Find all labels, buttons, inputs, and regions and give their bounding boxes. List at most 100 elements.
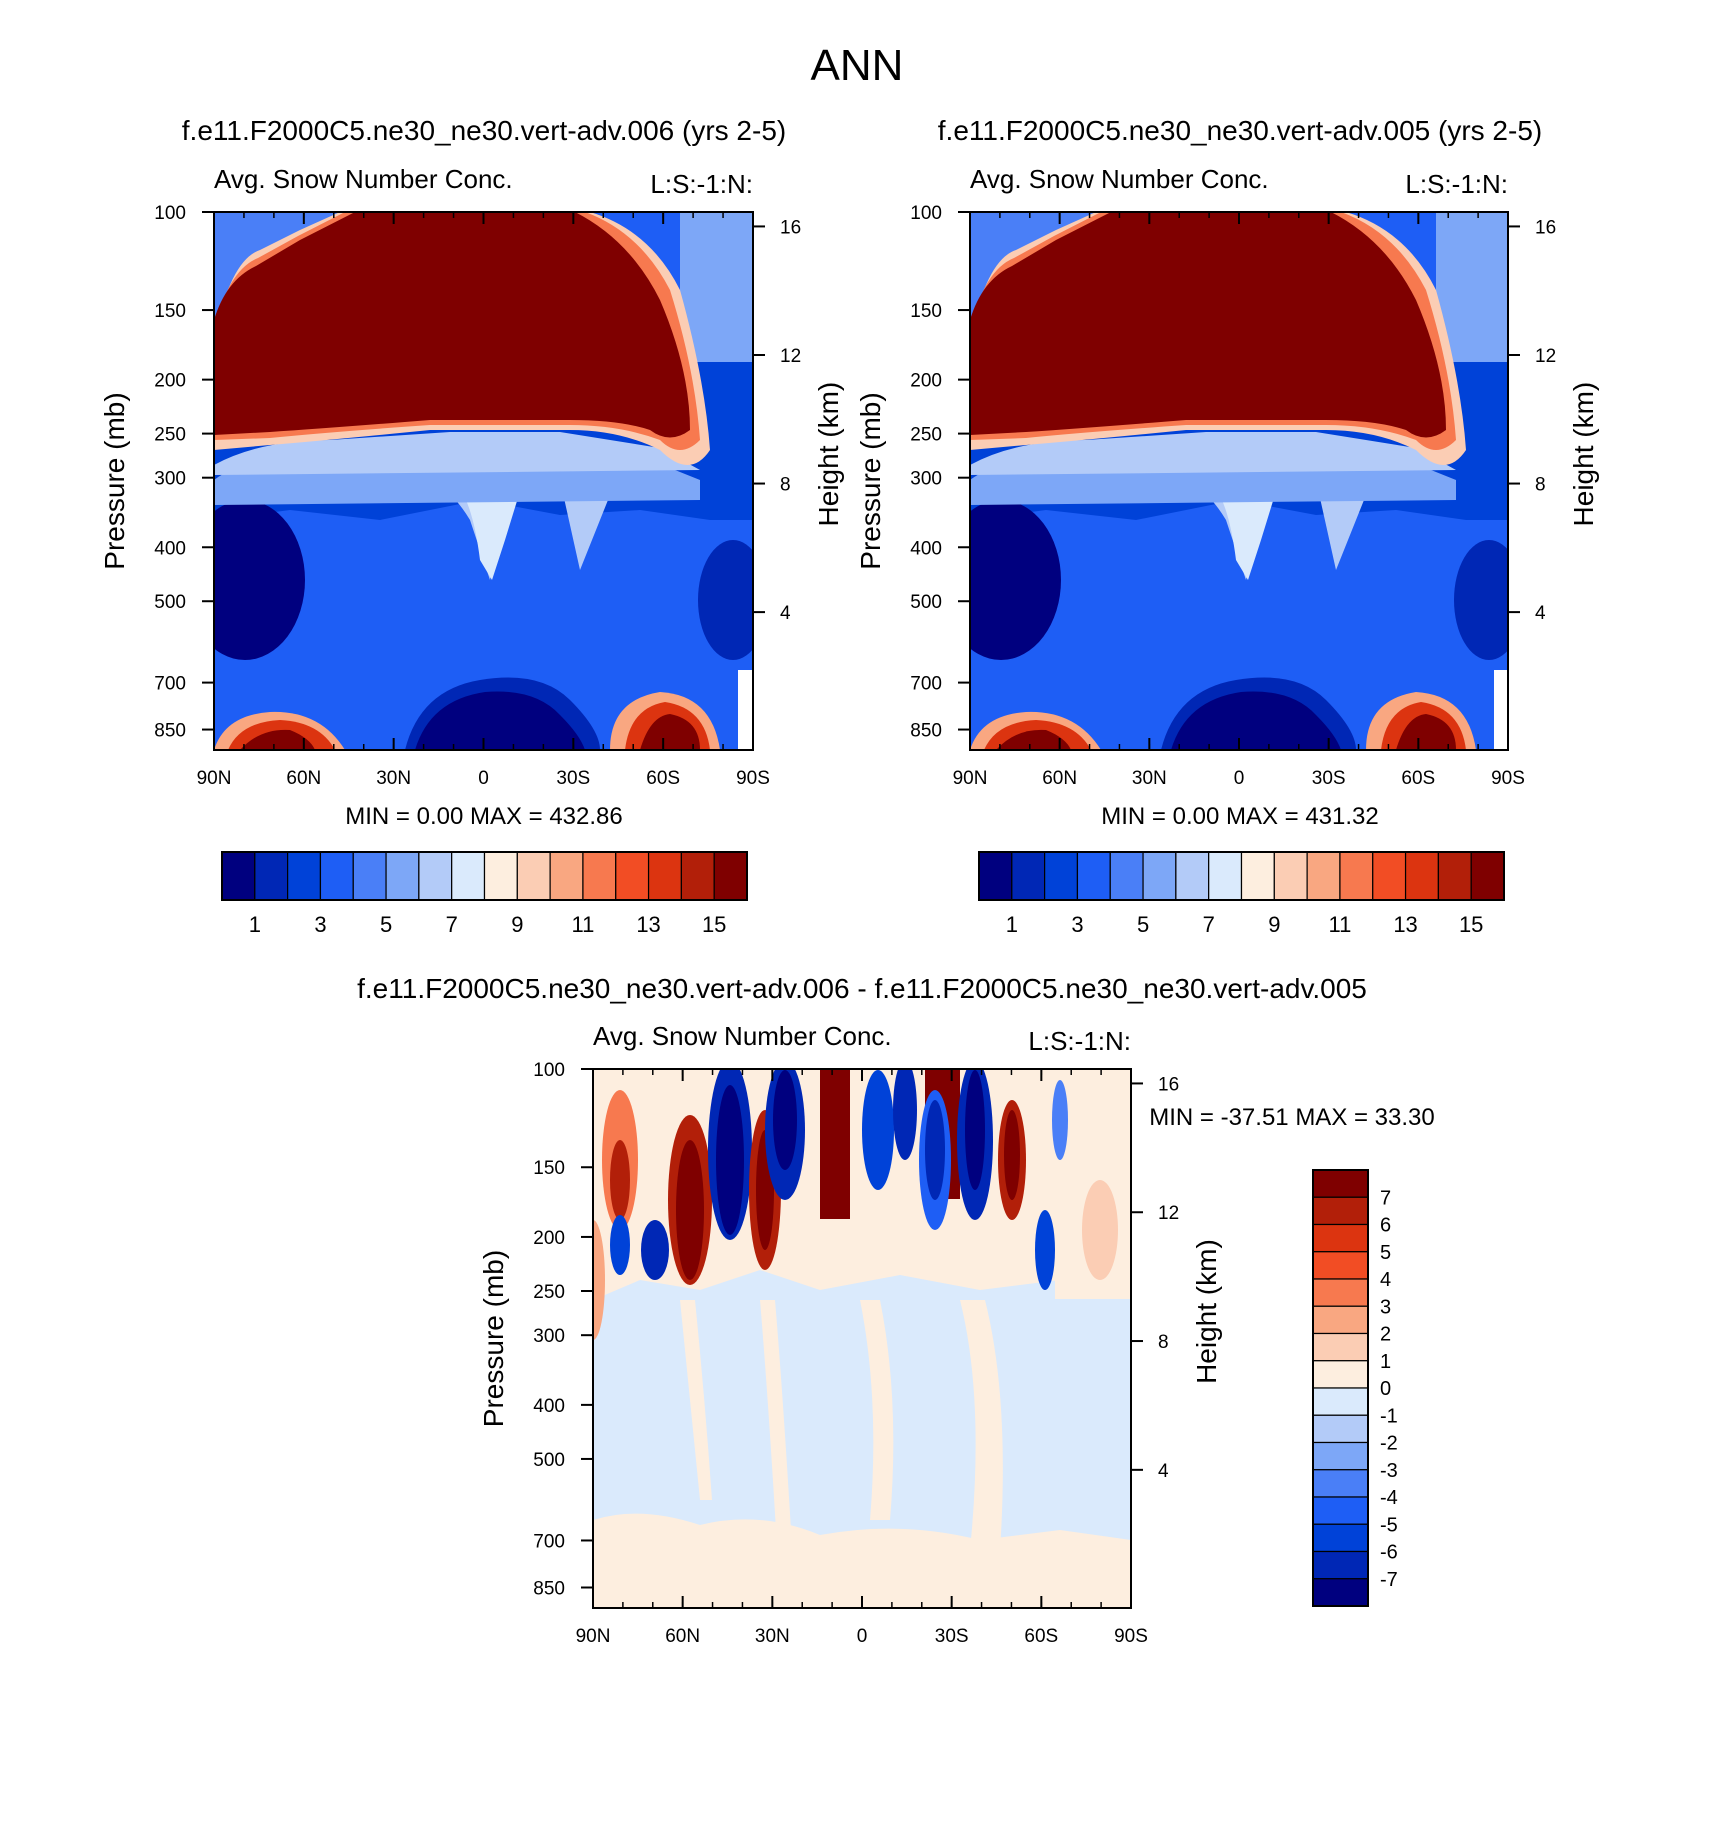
colorbar-box-right — [1109, 851, 1144, 901]
colorbar-box-left — [483, 851, 518, 901]
colorbar-label-left: 5 — [380, 912, 392, 937]
colorbar-box-right — [1076, 851, 1111, 901]
colorbar-label-diff: 7 — [1380, 1187, 1391, 1209]
colorbar-box-left — [352, 851, 387, 901]
x-tick-label-diff: 30N — [755, 1626, 790, 1647]
y-tick-label-left: 700 — [154, 674, 186, 695]
x-tick-label-left: 0 — [478, 768, 489, 789]
colorbar-label-right: 13 — [1393, 912, 1417, 937]
page-title: ANN — [811, 41, 904, 90]
colorbar-label-right: 5 — [1137, 912, 1149, 937]
panel-diff-units-label: L:S:-1:N: — [1028, 1026, 1131, 1056]
colorbar-box-diff — [1312, 1196, 1369, 1226]
y-tick-label-left: 850 — [154, 721, 186, 742]
colorbar-box-diff — [1312, 1550, 1369, 1580]
y2-tick-label-diff: 12 — [1158, 1203, 1179, 1224]
panel-right-minmax: MIN = 0.00 MAX = 431.32 — [1101, 803, 1379, 830]
colorbar-box-right — [1404, 851, 1439, 901]
x-tick-label-right: 90S — [1491, 768, 1525, 789]
colorbar-label-right: 7 — [1203, 912, 1215, 937]
panel-diff-minmax: MIN = -37.51 MAX = 33.30 — [1149, 1104, 1434, 1131]
colorbar-label-diff: -3 — [1380, 1460, 1398, 1482]
plot-right-axes: 90N 60N 30N 0 30S 60S 90S 100 150 200 250 300 400 500… — [855, 203, 1599, 789]
colorbar-label-right: 15 — [1459, 912, 1483, 937]
y-tick-label-right: 100 — [910, 203, 942, 224]
panel-left-units-label: L:S:-1:N: — [650, 169, 753, 199]
x-tick-label-left: 30S — [556, 768, 590, 789]
colorbar-box-right — [1044, 851, 1079, 901]
colorbar-label-diff: -7 — [1380, 1569, 1398, 1591]
colorbar-box-diff — [1312, 1169, 1369, 1198]
colorbar-label-left: 15 — [702, 912, 726, 937]
colorbar-box-diff — [1312, 1251, 1369, 1280]
colorbar-label-diff: 2 — [1380, 1324, 1391, 1346]
y2-tick-label-right: 12 — [1535, 346, 1556, 367]
colorbar-box-right — [1240, 851, 1275, 901]
y-tick-label-diff: 700 — [533, 1531, 565, 1552]
y-tick-label-left: 250 — [154, 425, 186, 446]
y-tick-label-left: 100 — [154, 203, 186, 224]
colorbar-box-diff — [1312, 1469, 1369, 1498]
x-tick-label-left: 60N — [286, 768, 321, 789]
colorbar-right: 1 3 5 7 9 11 13 15 — [978, 851, 1505, 937]
colorbar-label-diff: 1 — [1380, 1351, 1391, 1373]
colorbar-box-diff — [1312, 1414, 1369, 1444]
colorbar-box-right — [1208, 851, 1243, 901]
colorbar-box-left — [713, 851, 748, 901]
colorbar-box-diff — [1312, 1332, 1369, 1362]
y2-tick-label-diff: 4 — [1158, 1461, 1169, 1482]
y-tick-label-right: 400 — [910, 538, 942, 559]
colorbar-box-diff — [1312, 1441, 1369, 1471]
x-tick-label-left: 60S — [646, 768, 680, 789]
colorbar-label-diff: 6 — [1380, 1215, 1391, 1237]
x-tick-label-right: 0 — [1234, 768, 1245, 789]
colorbar-label-left: 7 — [446, 912, 458, 937]
y-tick-label-right: 200 — [910, 371, 942, 392]
x-tick-label-diff: 30S — [935, 1626, 969, 1647]
y-axis-label-left: Pressure (mb) — [99, 392, 130, 569]
plot-left — [214, 212, 753, 750]
colorbar-label-left: 11 — [572, 912, 595, 937]
colorbar-label-diff: -2 — [1380, 1433, 1398, 1455]
colorbar-box-left — [385, 851, 420, 901]
colorbar-box-right — [1142, 851, 1177, 901]
colorbar-label-diff: 0 — [1380, 1378, 1391, 1400]
y2-axis-label-right: Height (km) — [1568, 382, 1599, 527]
plot-diff — [593, 1069, 1131, 1608]
colorbar-box-diff — [1312, 1360, 1369, 1389]
y-tick-label-diff: 300 — [533, 1326, 565, 1347]
colorbar-box-right — [1011, 851, 1046, 901]
colorbar-label-left: 1 — [249, 912, 261, 937]
panel-left: f.e11.F2000C5.ne30_ne30.vert-adv.006 (yr… — [99, 115, 844, 830]
x-tick-label-diff: 90S — [1114, 1626, 1148, 1647]
panel-right-title: f.e11.F2000C5.ne30_ne30.vert-adv.005 (yr… — [938, 115, 1542, 146]
y-tick-label-left: 500 — [154, 592, 186, 613]
y-tick-label-right: 250 — [910, 425, 942, 446]
y-tick-label-diff: 150 — [533, 1158, 565, 1179]
colorbar-box-left — [221, 851, 256, 901]
colorbar-box-left — [549, 851, 584, 901]
colorbar-box-right — [1470, 851, 1505, 901]
y2-axis-label-diff: Height (km) — [1191, 1239, 1222, 1384]
y2-tick-label-left: 4 — [780, 603, 791, 624]
plot-right — [970, 212, 1508, 750]
x-tick-label-right: 30S — [1312, 768, 1346, 789]
y-tick-label-diff: 400 — [533, 1396, 565, 1417]
y-tick-label-left: 200 — [154, 371, 186, 392]
colorbar-box-left — [615, 851, 650, 901]
x-tick-label-right: 30N — [1132, 768, 1167, 789]
colorbar-box-left — [582, 851, 617, 901]
panel-diff-var-label: Avg. Snow Number Conc. — [593, 1021, 892, 1051]
y-tick-label-right: 700 — [910, 674, 942, 695]
y-tick-label-diff: 100 — [533, 1060, 565, 1081]
colorbar-label-left: 3 — [314, 912, 326, 937]
colorbar-box-left — [418, 851, 453, 901]
x-tick-label-left: 30N — [376, 768, 411, 789]
y-axis-label-right: Pressure (mb) — [855, 392, 886, 569]
y-tick-label-right: 500 — [910, 592, 942, 613]
colorbar-label-left: 9 — [511, 912, 523, 937]
colorbar-frame-left — [221, 851, 748, 901]
colorbar-box-right — [1273, 851, 1308, 901]
colorbar-frame-diff — [1312, 1169, 1369, 1607]
x-tick-label-right: 90N — [953, 768, 988, 789]
